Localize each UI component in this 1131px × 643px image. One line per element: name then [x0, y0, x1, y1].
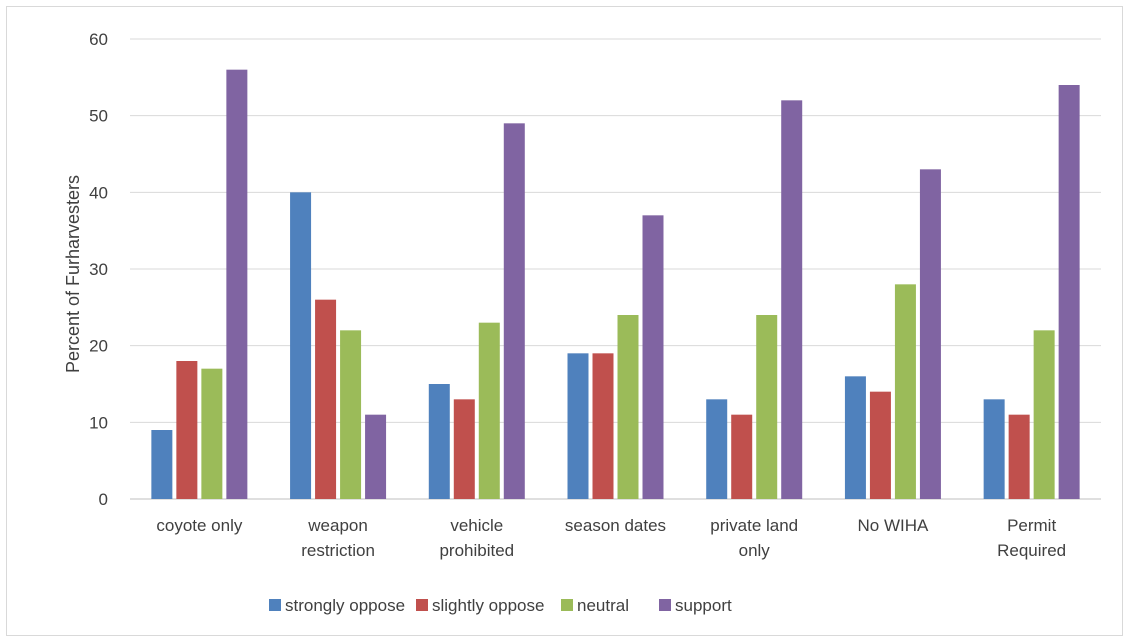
legend-swatch [416, 599, 428, 611]
x-category-label: vehicle [450, 516, 503, 535]
bar-support [781, 100, 803, 499]
x-category-label: only [739, 541, 771, 560]
bar-support [365, 414, 387, 499]
bar-chart: 0 10 20 30 40 50 60 coyote only weapon restricti… [63, 30, 1101, 615]
bar-support [226, 69, 248, 500]
bar-neutral [478, 322, 500, 499]
x-category-label: Permit [1007, 516, 1056, 535]
legend-label: strongly oppose [285, 596, 405, 615]
bar-neutral [756, 315, 778, 499]
bars [151, 69, 1080, 500]
bar-neutral [1033, 330, 1055, 499]
bar-support [919, 169, 941, 499]
bar-strongly-oppose [844, 376, 866, 499]
legend-swatch [269, 599, 281, 611]
y-axis-title: Percent of Furharvesters [63, 175, 83, 373]
y-tick-label: 30 [89, 260, 108, 279]
bar-slightly-oppose [315, 299, 337, 499]
legend-swatch [561, 599, 573, 611]
gridlines [130, 38, 1101, 500]
chart-frame: 0 10 20 30 40 50 60 coyote only weapon restricti… [6, 6, 1123, 636]
bar-slightly-oppose [176, 361, 198, 499]
legend: strongly oppose slightly oppose neutral sup… [269, 596, 732, 615]
bar-slightly-oppose [731, 414, 753, 499]
x-category-label: prohibited [439, 541, 514, 560]
y-tick-label: 40 [89, 183, 108, 202]
x-category-label: weapon [307, 516, 368, 535]
bar-neutral [340, 330, 362, 499]
legend-label: support [675, 596, 732, 615]
y-axis-ticks: 0 10 20 30 40 50 60 [89, 30, 108, 509]
bar-support [503, 123, 525, 499]
bar-slightly-oppose [592, 353, 614, 499]
bar-slightly-oppose [869, 391, 891, 499]
y-tick-label: 50 [89, 107, 108, 126]
y-tick-label: 0 [99, 490, 108, 509]
x-category-label: restriction [301, 541, 375, 560]
bar-support [1058, 85, 1080, 499]
bar-neutral [201, 368, 223, 499]
bar-strongly-oppose [151, 430, 173, 499]
bar-strongly-oppose [983, 399, 1005, 499]
x-category-label: Required [997, 541, 1066, 560]
legend-swatch [659, 599, 671, 611]
bar-strongly-oppose [706, 399, 728, 499]
y-tick-label: 20 [89, 337, 108, 356]
bar-slightly-oppose [1008, 414, 1030, 499]
legend-label: slightly oppose [432, 596, 544, 615]
x-axis-categories: coyote only weapon restriction vehicle prohi… [156, 516, 1066, 560]
x-category-label: No WIHA [858, 516, 930, 535]
bar-strongly-oppose [567, 353, 589, 499]
bar-neutral [617, 315, 639, 499]
bar-support [642, 215, 664, 499]
bar-neutral [894, 284, 916, 499]
bar-strongly-oppose [428, 384, 450, 499]
x-category-label: private land [710, 516, 798, 535]
legend-label: neutral [577, 596, 629, 615]
y-tick-label: 10 [89, 413, 108, 432]
bar-strongly-oppose [290, 192, 312, 499]
x-category-label: coyote only [156, 516, 242, 535]
bar-slightly-oppose [453, 399, 475, 499]
x-category-label: season dates [565, 516, 666, 535]
y-tick-label: 60 [89, 30, 108, 49]
